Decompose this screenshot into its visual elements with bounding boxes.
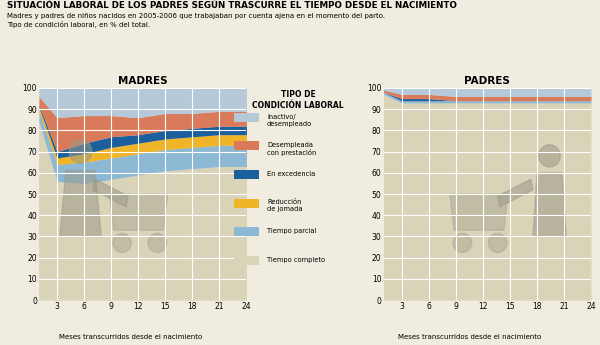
Polygon shape (93, 179, 128, 207)
Text: Tiempo parcial: Tiempo parcial (267, 228, 316, 234)
Polygon shape (533, 173, 566, 237)
Circle shape (453, 233, 472, 253)
Circle shape (488, 233, 507, 253)
Title: MADRES: MADRES (118, 76, 167, 86)
Text: Tiempo completo: Tiempo completo (267, 257, 325, 263)
Polygon shape (60, 171, 101, 237)
Text: Meses transcurridos desde el nacimiento: Meses transcurridos desde el nacimiento (59, 334, 202, 340)
Text: Reducción
de jomada: Reducción de jomada (267, 199, 302, 213)
Text: TIPO DE
CONDICIÓN LABORAL: TIPO DE CONDICIÓN LABORAL (253, 90, 344, 110)
Polygon shape (497, 179, 533, 207)
Circle shape (69, 140, 92, 163)
Title: PADRES: PADRES (464, 76, 510, 86)
Circle shape (148, 233, 167, 253)
Text: Desempleada
con prestación: Desempleada con prestación (267, 142, 316, 156)
Text: Tipo de condición laboral, en % del total.: Tipo de condición laboral, en % del tota… (7, 21, 151, 28)
Text: Meses transcurridos desde el nacimiento: Meses transcurridos desde el nacimiento (398, 334, 541, 340)
Polygon shape (110, 194, 167, 230)
Text: SITUACIÓN LABORAL DE LOS PADRES SEGÚN TRASCURRE EL TIEMPO DESDE EL NACIMIENTO: SITUACIÓN LABORAL DE LOS PADRES SEGÚN TR… (7, 1, 457, 10)
Text: Madres y padres de niños nacidos en 2005-2006 que trabajaban por cuenta ajena en: Madres y padres de niños nacidos en 2005… (7, 13, 385, 19)
Circle shape (539, 145, 560, 167)
Text: En excedencia: En excedencia (267, 171, 315, 177)
Circle shape (113, 233, 131, 253)
Polygon shape (450, 194, 508, 230)
Text: Inactivo/
desempleado: Inactivo/ desempleado (267, 114, 312, 127)
